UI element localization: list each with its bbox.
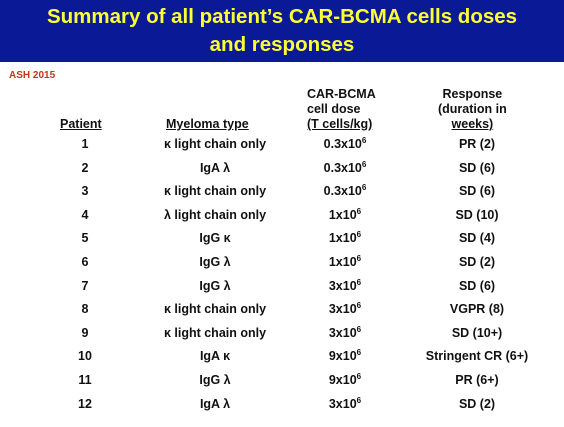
dose-exponent: 6 — [361, 183, 367, 192]
myeloma-type: IgA λ — [199, 397, 231, 411]
myeloma-type: IgG κ — [199, 231, 231, 245]
patient-number: 5 — [81, 231, 89, 245]
dose-exponent: 6 — [361, 160, 367, 169]
dose-exponent: 6 — [356, 372, 362, 381]
dose-base: 3x10 — [328, 397, 357, 411]
myeloma-type: IgA λ — [199, 161, 231, 175]
myeloma-type: κ light chain only — [163, 184, 267, 198]
dose-base: 1x10 — [328, 255, 357, 269]
patient-number: 12 — [78, 397, 92, 411]
dose-base: 0.3x10 — [323, 161, 362, 175]
response: SD (6) — [458, 161, 496, 175]
col-header-dose-line3: (T cells/kg) — [307, 117, 373, 131]
dose-base: 0.3x10 — [323, 137, 362, 151]
patient-number: 4 — [81, 208, 89, 222]
col-header-response-line1: Response — [442, 87, 503, 101]
dose-exponent: 6 — [356, 207, 362, 216]
patient-number: 7 — [81, 279, 89, 293]
dose-exponent: 6 — [356, 348, 362, 357]
response: SD (4) — [458, 231, 496, 245]
response: SD (10+) — [451, 326, 503, 340]
title-banner: Summary of all patient’s CAR-BCMA cells … — [0, 0, 564, 62]
col-header-dose-line2: cell dose — [307, 102, 361, 116]
patient-number: 9 — [81, 326, 89, 340]
response: PR (2) — [458, 137, 496, 151]
patient-number: 10 — [78, 349, 92, 363]
response: SD (6) — [458, 279, 496, 293]
response: SD (10) — [455, 208, 499, 222]
slide-title-line1: Summary of all patient’s CAR-BCMA cells … — [46, 5, 518, 28]
dose-exponent: 6 — [356, 396, 362, 405]
cell-dose: 0.3x106 — [305, 160, 385, 176]
myeloma-type: IgG λ — [199, 373, 231, 387]
response: PR (6+) — [455, 373, 499, 387]
response: SD (6) — [458, 184, 496, 198]
col-header-patient: Patient — [60, 117, 102, 131]
cell-dose: 3x106 — [305, 301, 385, 317]
response: SD (2) — [458, 255, 496, 269]
myeloma-type: λ light chain only — [163, 208, 267, 222]
dose-exponent: 6 — [361, 136, 367, 145]
cell-dose: 9x106 — [305, 348, 385, 364]
dose-base: 9x10 — [328, 373, 357, 387]
response: SD (2) — [458, 397, 496, 411]
cell-dose: 3x106 — [305, 278, 385, 294]
myeloma-type: κ light chain only — [163, 302, 267, 316]
patient-number: 8 — [81, 302, 89, 316]
col-header-response: Response (duration in weeks) — [438, 87, 507, 132]
patient-number: 1 — [81, 137, 89, 151]
myeloma-type: κ light chain only — [163, 326, 267, 340]
cell-dose: 1x106 — [305, 254, 385, 270]
cell-dose: 9x106 — [305, 372, 385, 388]
cell-dose: 1x106 — [305, 230, 385, 246]
dose-exponent: 6 — [356, 325, 362, 334]
dose-base: 3x10 — [328, 279, 357, 293]
cell-dose: 3x106 — [305, 396, 385, 412]
patient-number: 3 — [81, 184, 89, 198]
col-header-dose-line1: CAR-BCMA — [307, 87, 376, 101]
col-header-response-line2: (duration in — [438, 102, 507, 116]
slide-title-line2: and responses — [209, 33, 355, 56]
dose-base: 9x10 — [328, 349, 357, 363]
dose-base: 3x10 — [328, 326, 357, 340]
patient-number: 11 — [78, 373, 92, 387]
cell-dose: 0.3x106 — [305, 136, 385, 152]
conference-tag: ASH 2015 — [9, 70, 56, 81]
dose-base: 1x10 — [328, 208, 357, 222]
dose-exponent: 6 — [356, 278, 362, 287]
patient-number: 6 — [81, 255, 89, 269]
dose-base: 0.3x10 — [323, 184, 362, 198]
dose-exponent: 6 — [356, 254, 362, 263]
dose-exponent: 6 — [356, 230, 362, 239]
myeloma-type: IgG λ — [199, 255, 231, 269]
col-header-dose: CAR-BCMA cell dose (T cells/kg) — [307, 87, 376, 132]
col-header-response-line3: weeks) — [451, 117, 494, 131]
col-header-myeloma-type: Myeloma type — [166, 117, 249, 131]
response: Stringent CR (6+) — [425, 349, 529, 363]
cell-dose: 0.3x106 — [305, 183, 385, 199]
cell-dose: 3x106 — [305, 325, 385, 341]
myeloma-type: IgG λ — [199, 279, 231, 293]
cell-dose: 1x106 — [305, 207, 385, 223]
myeloma-type: κ light chain only — [163, 137, 267, 151]
patient-number: 2 — [81, 161, 89, 175]
response: VGPR (8) — [449, 302, 505, 316]
myeloma-type: IgA κ — [199, 349, 231, 363]
dose-base: 3x10 — [328, 302, 357, 316]
dose-base: 1x10 — [328, 231, 357, 245]
dose-exponent: 6 — [356, 301, 362, 310]
